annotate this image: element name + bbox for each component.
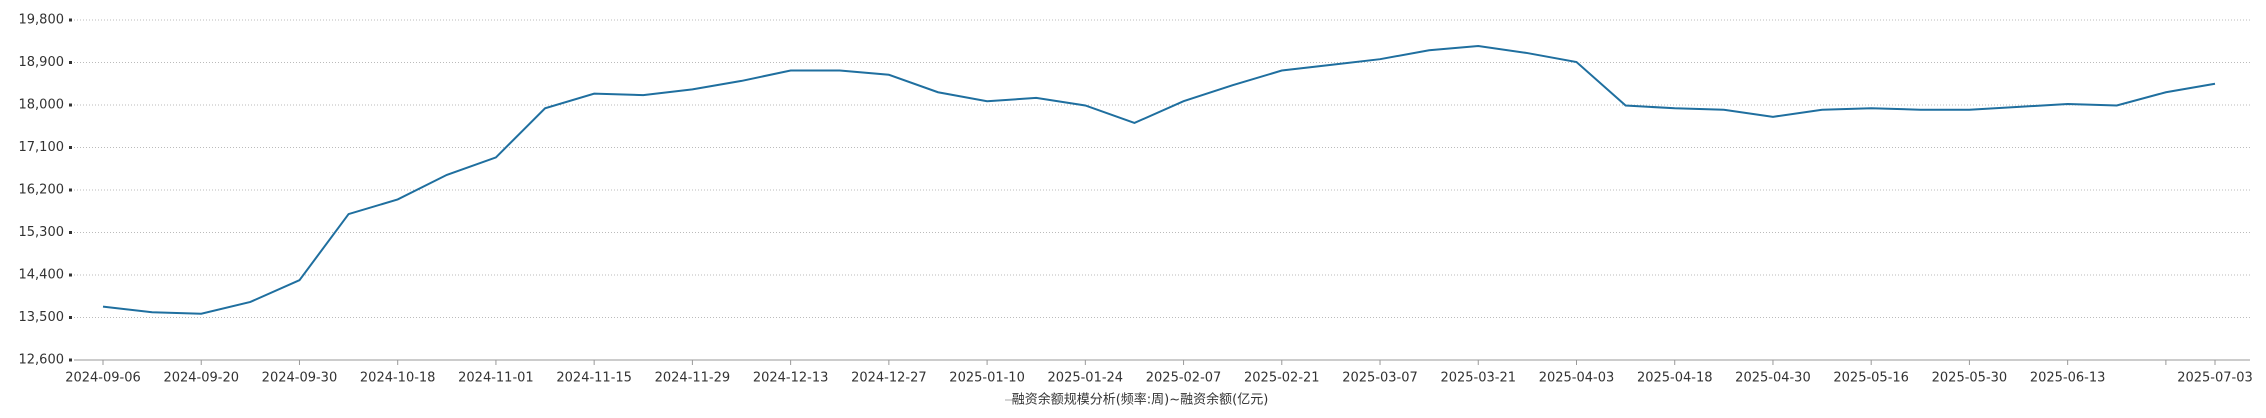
x-tick-label: 2025-06-13 [2030,371,2106,386]
y-tick-mark [69,316,72,319]
y-tick-label: 18,000 [19,98,65,113]
x-tick-label: 2024-11-29 [655,371,731,386]
y-tick-mark [69,146,72,149]
y-tick-mark [69,18,72,22]
x-tick-label: 2025-03-07 [1342,371,1418,386]
y-tick-label: 14,400 [19,268,65,283]
x-tick-label: 2025-04-18 [1637,371,1713,386]
y-tick-label: 15,300 [19,225,65,240]
x-tick-label: 2024-09-06 [65,371,141,386]
x-tick-label: 2025-04-30 [1735,371,1811,386]
x-tick-label: 2025-04-03 [1539,371,1615,386]
y-tick-mark [69,273,72,277]
x-tick-label: 2025-05-16 [1833,371,1909,386]
x-tick-label: 2025-05-30 [1932,371,2008,386]
x-tick-label: 2025-01-24 [1048,371,1124,386]
y-tick-mark [69,188,72,192]
y-tick-mark [69,231,72,234]
x-tick-label: 2024-12-13 [753,371,829,386]
y-tick-label: 12,600 [19,353,65,368]
x-tick-label: 2024-09-30 [262,371,338,386]
x-tick-label: 2024-12-27 [851,371,927,386]
series-line [102,44,2216,315]
y-tick-mark [69,103,72,107]
x-tick-label: 2025-03-21 [1440,371,1516,386]
x-tick-label: 2024-11-01 [458,371,534,386]
y-tick-label: 16,200 [19,183,65,198]
x-tick-label: 2025-07-03 [2177,371,2253,386]
y-tick-mark [69,61,72,64]
x-tick-label: 2025-02-07 [1146,371,1222,386]
x-tick-label: 2025-01-10 [949,371,1025,386]
x-tick-label: 2025-02-21 [1244,371,1320,386]
y-tick-label: 18,900 [19,55,65,70]
y-tick-label: 19,800 [19,13,65,28]
x-tick-label: 2024-10-18 [360,371,436,386]
x-tick-label: 2024-09-20 [163,371,239,386]
y-tick-label: 13,500 [19,310,65,325]
x-tick-label: 2024-11-15 [556,371,632,386]
legend-label: 融资余额规模分析(频率:周)~融资余额(亿元) [1012,392,1269,408]
y-tick-mark [69,358,72,362]
y-tick-label: 17,100 [19,140,65,155]
